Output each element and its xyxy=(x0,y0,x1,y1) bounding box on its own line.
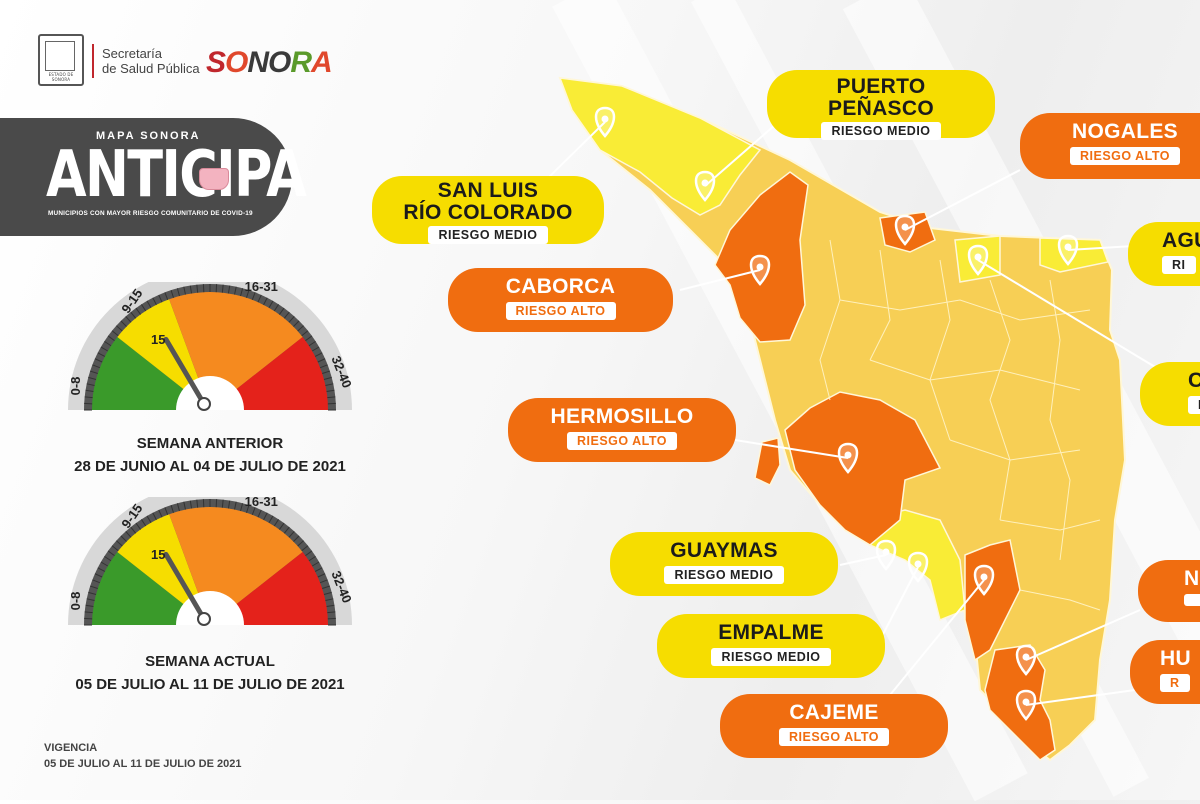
callout-san-luis-rio-colorado: SAN LUIS RÍO COLORADO RIESGO MEDIO xyxy=(372,176,604,244)
municipality-name: PUERTO xyxy=(767,76,995,98)
map-pin-dot xyxy=(975,254,982,261)
risk-badge: RI xyxy=(1162,256,1196,274)
risk-badge: RIESGO MEDIO xyxy=(711,648,830,666)
callout-caborca: CABORCA RIESGO ALTO xyxy=(448,268,673,332)
municipality-name: EMPALME xyxy=(657,622,885,644)
callout-puerto-penasco: PUERTO PEÑASCO RIESGO MEDIO xyxy=(767,70,995,138)
callout-guaymas: GUAYMAS RIESGO MEDIO xyxy=(610,532,838,596)
municipality-name: HU xyxy=(1160,648,1200,670)
municipality-name: CAJEME xyxy=(720,702,948,724)
map-pin-dot xyxy=(1023,654,1030,661)
municipality-name-line2: PEÑASCO xyxy=(767,98,995,120)
callout-nogales: NOGALES RIESGO ALTO xyxy=(1020,113,1200,179)
risk-badge: R xyxy=(1160,674,1190,692)
map-pin-dot xyxy=(602,116,609,123)
callout-cananea: C R xyxy=(1140,362,1200,426)
callout-cajeme: CAJEME RIESGO ALTO xyxy=(720,694,948,758)
risk-badge: RIESGO MEDIO xyxy=(428,226,547,244)
municipality-name: SAN LUIS xyxy=(372,180,604,202)
municipality-name-line2: RÍO COLORADO xyxy=(372,202,604,224)
callout-hermosillo: HERMOSILLO RIESGO ALTO xyxy=(508,398,736,462)
municipality-name: C xyxy=(1188,370,1200,392)
callout-agua-prieta: AGU RI xyxy=(1128,222,1200,286)
map-pin-dot xyxy=(902,224,909,231)
municipality-name: AGU xyxy=(1162,230,1200,252)
map-pin-dot xyxy=(1023,699,1030,706)
map-pin-dot xyxy=(702,180,709,187)
map-pin-dot xyxy=(981,574,988,581)
risk-badge: R xyxy=(1188,396,1200,414)
callout-navojoa: N xyxy=(1138,560,1200,622)
map-pin-dot xyxy=(845,452,852,459)
map-pin-dot xyxy=(1065,244,1072,251)
municipality-name: CABORCA xyxy=(448,276,673,298)
municipality-name: N xyxy=(1184,568,1200,590)
municipality-name: GUAYMAS xyxy=(610,540,838,562)
map-pin-dot xyxy=(883,549,890,556)
risk-badge: RIESGO MEDIO xyxy=(821,122,940,140)
risk-badge xyxy=(1184,594,1200,606)
map-pin-dot xyxy=(915,561,922,568)
risk-badge: RIESGO ALTO xyxy=(779,728,889,746)
municipality-name: NOGALES xyxy=(1020,121,1200,143)
callout-huatabampo: HU R xyxy=(1130,640,1200,704)
risk-badge: RIESGO ALTO xyxy=(1070,147,1180,165)
municipality-name: HERMOSILLO xyxy=(508,406,736,428)
callout-empalme: EMPALME RIESGO MEDIO xyxy=(657,614,885,678)
map-pin-dot xyxy=(757,264,764,271)
risk-badge: RIESGO MEDIO xyxy=(664,566,783,584)
risk-badge: RIESGO ALTO xyxy=(567,432,677,450)
risk-badge: RIESGO ALTO xyxy=(506,302,616,320)
